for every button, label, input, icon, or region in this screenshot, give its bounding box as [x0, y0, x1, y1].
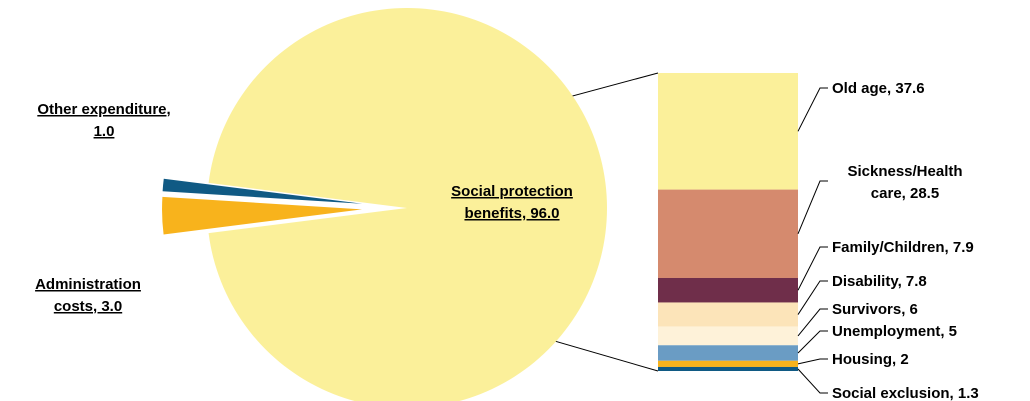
bar-label-unemployment: Unemployment, 5: [832, 323, 957, 340]
bar-label-social-exclusion: Social exclusion, 1.3: [832, 385, 979, 401]
pie-label-administration-costs: Administration costs, 3.0: [35, 276, 141, 315]
pie-slice-administration-costs: [162, 196, 363, 235]
pie-slices: [162, 8, 607, 401]
pie-label-other-expenditure: Other expenditure, 1.0: [37, 101, 170, 140]
pie-label-social-protection-benefits: Social protection benefits, 96.0: [451, 183, 573, 222]
pie-slice-other-expenditure: [162, 178, 363, 204]
leader-line-disability: [797, 280, 828, 315]
leader-line-social-exclusion: [797, 368, 828, 394]
leader-line-unemployment: [797, 330, 828, 354]
data-labels: Social protection benefits, 96.0 Administr…: [35, 80, 979, 401]
bar-segment-sickness-health-care: [658, 189, 798, 278]
bar-segment-disability: [658, 302, 798, 327]
leader-line-housing: [797, 358, 828, 365]
bar-label-housing: Housing, 2: [832, 351, 909, 368]
bar-label-family-children: Family/Children, 7.9: [832, 239, 974, 256]
bar-label-old-age: Old age, 37.6: [832, 80, 925, 97]
bar-segment-unemployment: [658, 345, 798, 361]
leader-line-sickness-health-care: [797, 180, 828, 234]
bar-label-survivors: Survivors, 6: [832, 301, 918, 318]
leader-line-family-children: [797, 246, 828, 291]
bar-segment-social-exclusion: [658, 366, 798, 371]
leader-line-old-age: [797, 87, 828, 132]
pie-slice-social-protection-benefits: [208, 8, 607, 401]
bar-segment-old-age: [658, 73, 798, 190]
bar-label-disability: Disability, 7.8: [832, 273, 927, 290]
bar-segment-family-children: [658, 277, 798, 303]
leader-line-survivors: [797, 308, 828, 337]
stacked-bar: [658, 73, 798, 371]
bar-segment-survivors: [658, 326, 798, 346]
bar-segment-housing: [658, 360, 798, 367]
leader-lines: [797, 87, 828, 394]
bar-label-sickness-health-care: Sickness/Health care, 28.5: [847, 163, 962, 202]
